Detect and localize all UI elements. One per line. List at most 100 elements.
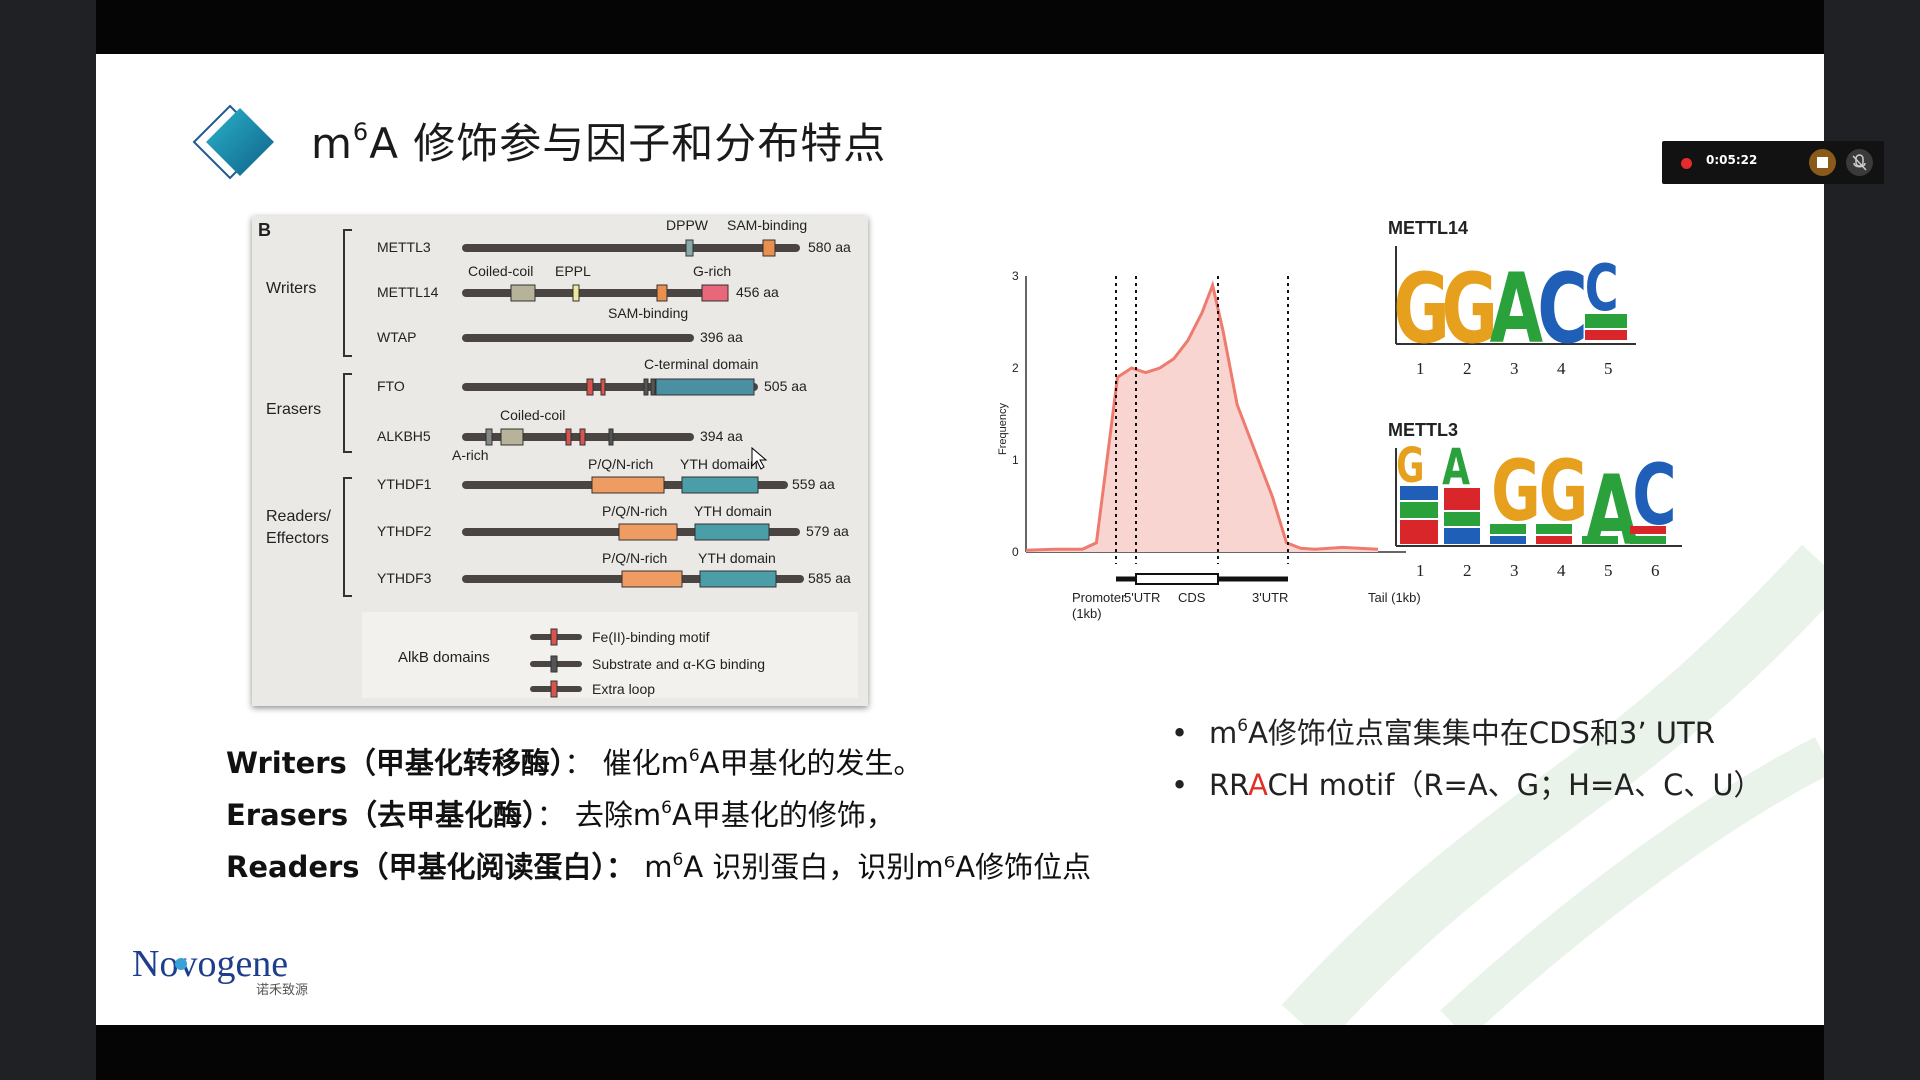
domain-label: G-rich xyxy=(693,263,731,279)
protein-name: METTL14 xyxy=(377,284,439,300)
yth-domain xyxy=(681,476,759,494)
motif-letter: A xyxy=(1585,454,1639,566)
legend-item: Extra loop xyxy=(530,680,655,698)
motif-letter: G xyxy=(1396,437,1424,493)
protein-length: 396 aa xyxy=(700,329,743,345)
svg-text:Substrate and α-KG binding: Substrate and α-KG binding xyxy=(592,656,765,672)
fe-binding-motif xyxy=(586,378,594,396)
motif-name: METTL3 xyxy=(1388,420,1458,440)
protein-length: 585 aa xyxy=(808,570,851,586)
motif-name: METTL14 xyxy=(1388,218,1468,238)
domain-label: SAM-binding xyxy=(608,305,688,321)
extra-loop xyxy=(579,428,586,446)
sam-binding-domain xyxy=(656,284,668,302)
bullet-distribution: • m6A修饰位点富集集中在CDS和3’ UTR xyxy=(1171,716,1715,750)
motif-position: 4 xyxy=(1557,561,1566,580)
protein-name: METTL3 xyxy=(377,239,431,255)
fe-binding-motif xyxy=(565,428,572,446)
motif-position: 2 xyxy=(1463,561,1472,580)
bullet-motif: • RRACH motif（R=A、G；H=A、C、U） xyxy=(1171,768,1763,802)
logo-brand: Novogene xyxy=(132,943,288,985)
motif-position: 4 xyxy=(1557,359,1566,378)
distribution-curve xyxy=(1025,280,1379,552)
motif-letter: C xyxy=(1537,252,1588,364)
protein-name: YTHDF1 xyxy=(377,476,432,492)
pqn-rich-domain xyxy=(618,523,678,541)
yth-domain xyxy=(694,523,770,541)
yth-domain xyxy=(699,570,777,588)
slide-title: m6A 修饰参与因子和分布特点 xyxy=(311,118,887,168)
motif-position: 1 xyxy=(1416,561,1425,580)
domain-label: A-rich xyxy=(452,447,489,463)
legend-item: Fe(II)-binding motif xyxy=(530,628,710,646)
novogene-logo: Novogene 诺禾致源 xyxy=(132,943,308,998)
region-label: 3'UTR xyxy=(1252,590,1288,605)
domain-label: EPPL xyxy=(555,263,591,279)
group-effectors: Effectors xyxy=(266,530,329,547)
region-label: (1kb) xyxy=(1072,606,1102,621)
presentation-slide: m6A 修饰参与因子和分布特点 B Writers Erasers Reader… xyxy=(96,54,1824,1025)
domain-label: Coiled-coil xyxy=(468,263,533,279)
motif-position: 6 xyxy=(1651,561,1660,580)
motif-letter: G xyxy=(1393,252,1450,364)
legend-box xyxy=(362,612,858,698)
domain-label: P/Q/N-rich xyxy=(588,456,653,472)
substrate-binding xyxy=(608,428,614,446)
y-tick-label: 1 xyxy=(1012,453,1019,467)
domain-label: P/Q/N-rich xyxy=(602,503,667,519)
substrate-binding xyxy=(650,378,656,396)
pqn-rich-domain xyxy=(621,570,683,588)
group-erasers: Erasers xyxy=(266,401,321,418)
domain-label: Coiled-coil xyxy=(500,407,565,423)
y-tick-label: 3 xyxy=(1012,269,1019,283)
domain-label: P/Q/N-rich xyxy=(602,550,667,566)
definition-erasers: Erasers（去甲基化酶）： 去除m6A甲基化的修饰， xyxy=(226,798,895,832)
eppl-domain xyxy=(572,284,580,302)
group-readers: Readers/ xyxy=(266,508,331,525)
motif-position: 3 xyxy=(1510,359,1519,378)
region-label: Tail (1kb) xyxy=(1368,590,1421,605)
c-terminal-domain xyxy=(655,378,755,396)
motif-position: 3 xyxy=(1510,561,1519,580)
protein-length: 394 aa xyxy=(700,428,743,444)
domain-label: DPPW xyxy=(666,217,709,233)
motif-letter: C xyxy=(1585,251,1619,326)
protein-length: 580 aa xyxy=(808,239,851,255)
motif-letter: G xyxy=(1441,252,1498,364)
distribution-area xyxy=(1026,285,1378,552)
gene-model xyxy=(1116,573,1288,585)
bottom-black-bar xyxy=(96,1025,1824,1080)
mettl3-motif-logo: METTL3 G A G G A C xyxy=(1388,420,1682,580)
protein-bar xyxy=(462,433,694,441)
region-label: Promoter xyxy=(1072,590,1126,605)
domain-label: SAM-binding xyxy=(727,217,807,233)
substrate-binding xyxy=(485,428,493,446)
record-timer: 0:05:22 xyxy=(1706,153,1758,167)
protein-name: YTHDF2 xyxy=(377,523,432,539)
protein-domain-figure: B Writers Erasers Readers/ Effectors MET… xyxy=(252,216,868,706)
y-axis-label: Frequency xyxy=(997,403,1009,455)
motif-position: 5 xyxy=(1604,561,1613,580)
top-black-bar xyxy=(96,0,1824,54)
substrate-binding xyxy=(643,378,649,396)
mute-mic-button[interactable] xyxy=(1846,149,1873,176)
mic-off-icon xyxy=(1852,154,1867,171)
protein-bar xyxy=(462,244,800,252)
y-tick-label: 0 xyxy=(1012,545,1019,559)
protein-name: ALKBH5 xyxy=(377,428,431,444)
extra-loop xyxy=(600,378,606,396)
definition-readers: Readers（甲基化阅读蛋白）： m6A 识别蛋白，识别m⁶A修饰位点 xyxy=(226,850,1092,884)
coiled-coil-domain xyxy=(510,284,536,302)
protein-name: FTO xyxy=(377,378,405,394)
domain-label: YTH domain xyxy=(694,503,772,519)
motif-position: 5 xyxy=(1604,359,1613,378)
motif-letter: A xyxy=(1490,252,1544,364)
svg-text:Extra loop: Extra loop xyxy=(592,681,655,697)
stop-recording-button[interactable] xyxy=(1809,149,1836,176)
motif-position: 1 xyxy=(1416,359,1425,378)
protein-length: 456 aa xyxy=(736,284,779,300)
protein-length: 559 aa xyxy=(792,476,835,492)
motif-position: 2 xyxy=(1463,359,1472,378)
